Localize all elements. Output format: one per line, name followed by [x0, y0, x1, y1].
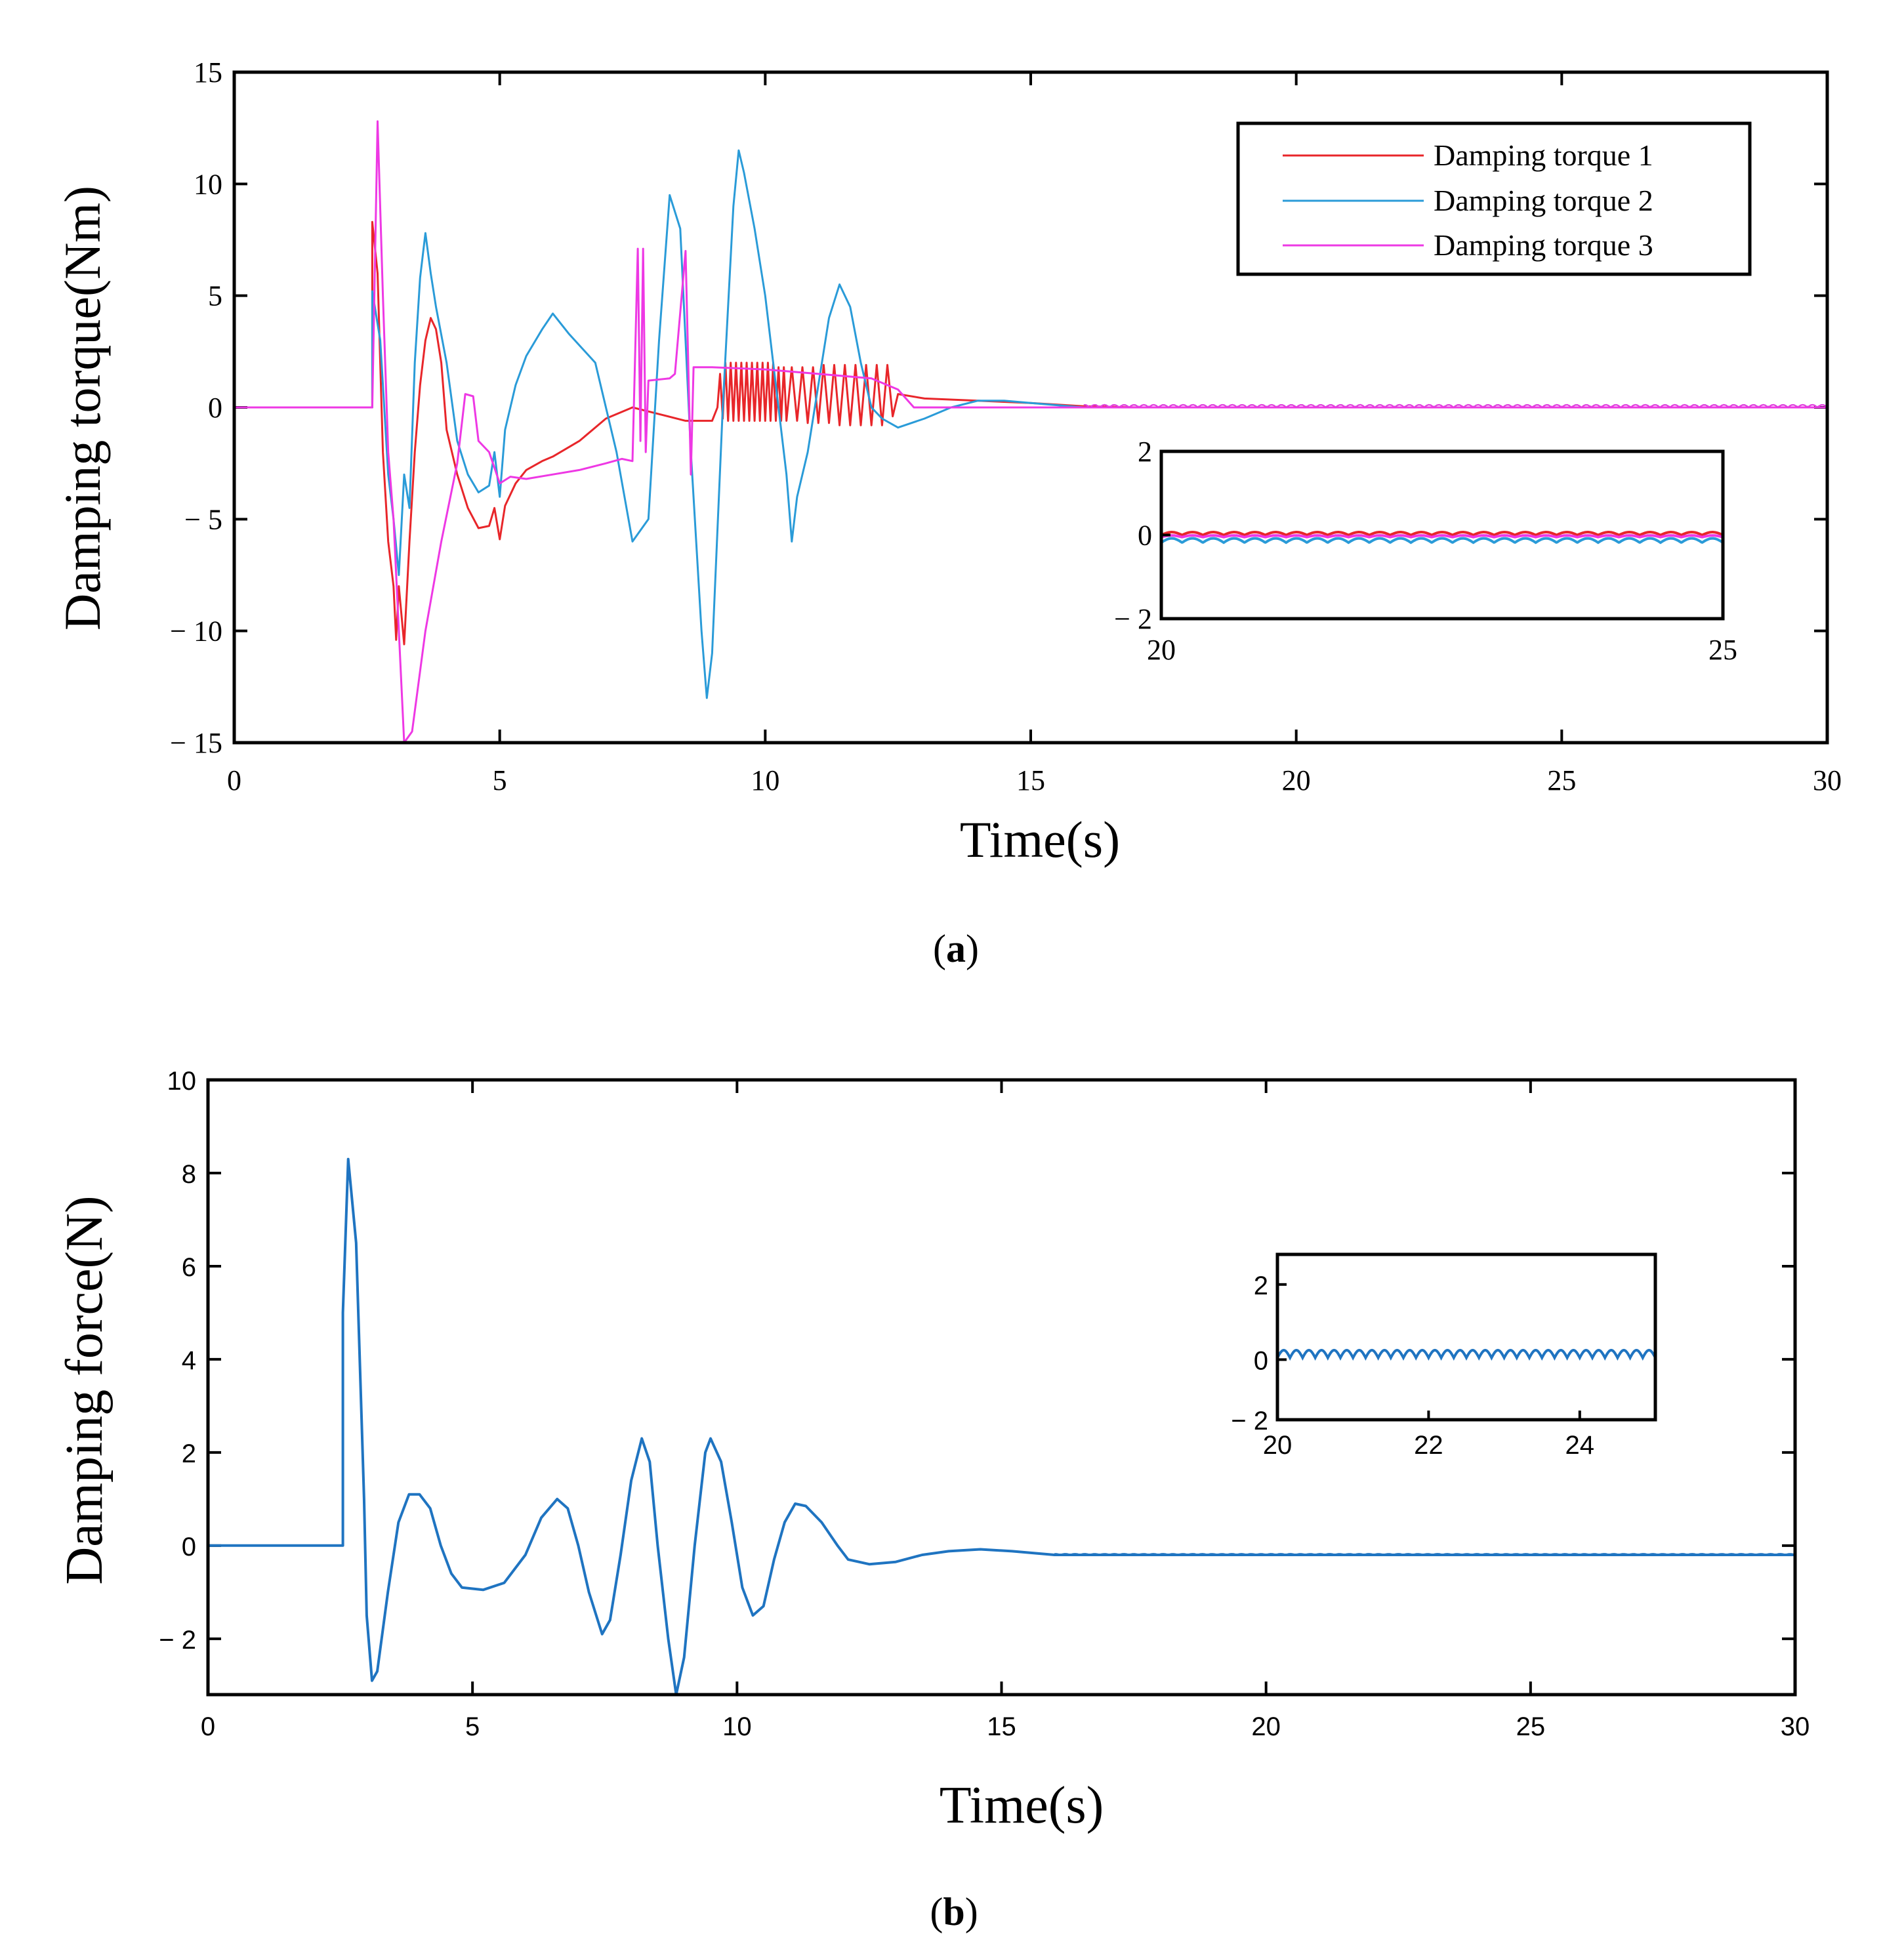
panel-b-inset-series-0	[1277, 1348, 1655, 1361]
panel-b-inset-ytick-label-1: 0	[1254, 1346, 1268, 1375]
panel-a-legend: Damping torque 1 Damping torque 2 Dampin…	[1236, 121, 1752, 276]
panel-a-xtick-label-1: 5	[493, 764, 507, 796]
panel-b-inset-ytick-label-2: 2	[1254, 1271, 1268, 1300]
panel-b-xtick-label-4: 20	[1251, 1712, 1281, 1741]
panel-a-caption-letter: a	[946, 927, 966, 970]
panel-b-ytick-label-3: 4	[182, 1346, 196, 1375]
panel-b-ytick-label-0: − 2	[159, 1626, 196, 1655]
panel-a-inset-ticks: 20 25 − 2 0 2	[1114, 436, 1737, 666]
panel-a-inset-series-2	[1161, 534, 1723, 539]
panel-a-xtick-label-4: 20	[1282, 764, 1311, 796]
panel-b-series-0	[208, 1157, 1795, 1695]
panel-b-series-0-ripple	[1054, 1553, 1795, 1556]
panel-a-inset-ytick-label-2: 2	[1138, 436, 1152, 468]
panel-a-series-2	[234, 120, 1827, 743]
panel-a-ytick-label-4: 5	[208, 280, 222, 312]
panel-a-ytick-label-1: − 10	[170, 615, 222, 648]
panel-b-inset-background	[1277, 1254, 1655, 1420]
panel-a-inset-series-0	[1161, 530, 1723, 537]
panel-b-series	[208, 1157, 1795, 1695]
panel-a-inset-series-1	[1161, 537, 1723, 545]
panel-a-inset-xtick-label-1: 25	[1708, 634, 1737, 666]
panel-a-x-axis-label: Time(s)	[960, 811, 1120, 868]
panel-a-ytick-label-5: 10	[194, 168, 222, 200]
panel-b-inset-ticks: 20 22 24 − 2 0 2	[1231, 1271, 1594, 1460]
panel-a-ytick-label-0: − 15	[170, 727, 222, 759]
legend-label-torque-1: Damping torque 1	[1434, 138, 1653, 172]
panel-b-xtick-label-3: 15	[987, 1712, 1016, 1741]
panel-b-inset-xtick-label-0: 20	[1263, 1431, 1293, 1460]
panel-a-legend-box	[1236, 121, 1752, 276]
panel-b-ytick-label-1: 0	[182, 1533, 196, 1561]
panel-a-series-2-ripple	[1083, 403, 1827, 409]
legend-label-torque-3: Damping torque 3	[1434, 228, 1653, 262]
panel-a-xtick-label-6: 30	[1813, 764, 1842, 796]
panel-b-ytick-label-2: 2	[182, 1439, 196, 1468]
panel-b-inset-ytick-label-0: − 2	[1231, 1407, 1268, 1435]
panel-a-ytick-label-3: 0	[208, 392, 222, 424]
panel-b-x-axis-label: Time(s)	[940, 1777, 1104, 1834]
panel-b-inset-series	[1277, 1348, 1655, 1361]
panel-b-inset-xtick-label-1: 22	[1414, 1431, 1443, 1460]
panel-b-xtick-label-0: 0	[201, 1712, 215, 1741]
panel-a-inset-series	[1161, 530, 1723, 545]
panel-a-series	[234, 120, 1827, 743]
panel-b-y-axis-label: Damping force(N)	[56, 1195, 114, 1584]
panel-a-xtick-label-0: 0	[227, 764, 241, 796]
panel-a-series-0	[234, 220, 1827, 646]
panel-b-xtick-label-6: 30	[1781, 1712, 1810, 1741]
panel-b-xtick-label-5: 25	[1516, 1712, 1546, 1741]
panel-b-xtick-label-2: 10	[722, 1712, 752, 1741]
panel-b-ytick-label-6: 10	[167, 1067, 197, 1096]
panel-a-ytick-label-2: − 5	[184, 503, 222, 535]
panel-a-xtick-label-2: 10	[751, 764, 779, 796]
panel-a-inset-ytick-label-0: − 2	[1114, 603, 1152, 635]
panel-b-ytick-label-4: 6	[182, 1253, 196, 1282]
panel-a-ytick-label-6: 15	[194, 56, 222, 89]
panel-a-inset-xtick-label-0: 20	[1147, 634, 1176, 666]
panel-b-plot-frame	[206, 1078, 1797, 1697]
panel-b-caption-letter: b	[943, 1890, 964, 1933]
panel-a-y-axis-label: Damping torque(Nm)	[54, 186, 111, 630]
panel-a-inset-ytick-label-1: 0	[1138, 520, 1152, 552]
panel-a-caption: (a)	[933, 927, 979, 970]
panel-b-inset-frame	[1275, 1252, 1657, 1422]
legend-label-torque-2: Damping torque 2	[1434, 184, 1653, 217]
panel-a-xtick-label-3: 15	[1016, 764, 1045, 796]
panel-b-ytick-label-5: 8	[182, 1160, 196, 1189]
panel-a-plot-frame	[232, 70, 1829, 745]
panel-a-xtick-label-5: 25	[1547, 764, 1576, 796]
panel-b-caption: (b)	[930, 1890, 978, 1933]
panel-b-inset-xtick-label-2: 24	[1565, 1431, 1595, 1460]
panel-b-xtick-label-1: 5	[465, 1712, 480, 1741]
